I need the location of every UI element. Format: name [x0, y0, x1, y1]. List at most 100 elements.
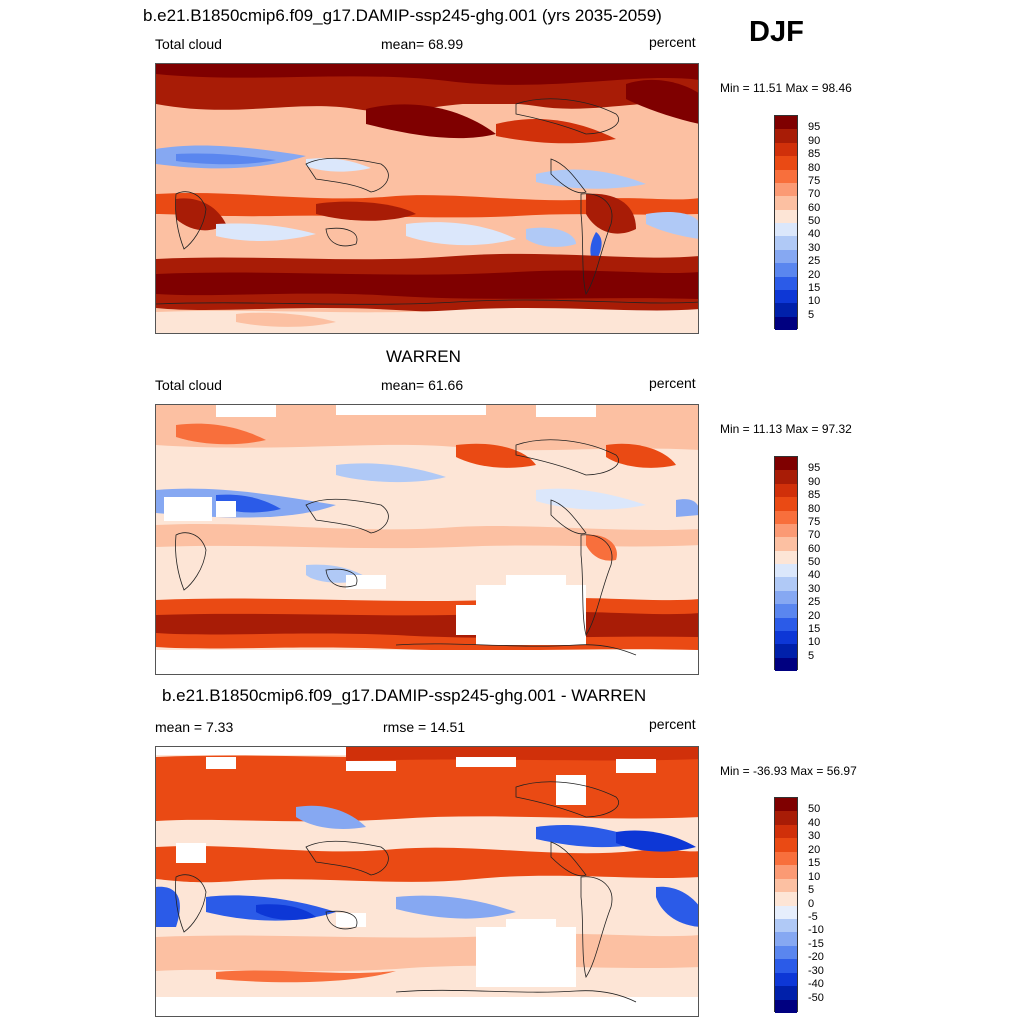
- panel2-colorbar: [774, 456, 798, 671]
- colorbar-tick-label: 40: [808, 569, 821, 582]
- colorbar-swatch: [775, 169, 797, 183]
- colorbar-swatch: [775, 851, 797, 866]
- colorbar-swatch: [775, 249, 797, 264]
- colorbar-tick-label: 50: [808, 556, 821, 568]
- colorbar-swatch: [775, 550, 797, 564]
- colorbar-tick-label: 70: [808, 529, 821, 542]
- colorbar-swatch: [775, 838, 797, 852]
- panel3-minmax-label: Min = -36.93 Max = 56.97: [720, 764, 857, 778]
- colorbar-tick-label: 5: [808, 884, 815, 897]
- colorbar-swatch: [775, 510, 797, 524]
- season-label: DJF: [749, 16, 804, 48]
- colorbar-swatch: [775, 303, 797, 317]
- panel3-colorbar: [774, 797, 798, 1013]
- colorbar-tick-label: 95: [808, 121, 821, 134]
- colorbar-tick-label: 15: [808, 622, 821, 635]
- colorbar-swatch: [775, 590, 797, 605]
- colorbar-swatch: [775, 905, 797, 919]
- panel1-variable-label: Total cloud: [155, 36, 222, 52]
- colorbar-swatch: [775, 824, 797, 839]
- colorbar-swatch: [775, 263, 797, 277]
- colorbar-swatch: [775, 986, 797, 1000]
- colorbar-swatch: [775, 811, 797, 825]
- panel3-units-label: percent: [649, 716, 696, 732]
- colorbar-tick-label: 20: [808, 843, 821, 856]
- panel2-title: WARREN: [386, 347, 461, 366]
- colorbar-swatch: [775, 129, 797, 143]
- panel1-units-label: percent: [649, 34, 696, 50]
- colorbar-tick-label: 60: [808, 542, 821, 555]
- colorbar-tick-label: 5: [808, 649, 815, 662]
- panel2-mean-label: mean= 61.66: [381, 377, 464, 393]
- panel2-units-label: percent: [649, 375, 696, 391]
- colorbar-tick-label: 15: [808, 281, 821, 294]
- colorbar-swatch: [775, 918, 797, 933]
- colorbar-swatch: [775, 209, 797, 223]
- colorbar-swatch: [775, 142, 797, 157]
- panel2-map: [155, 404, 699, 675]
- panel2-minmax-label: Min = 11.13 Max = 97.32: [720, 422, 852, 436]
- colorbar-tick-label: 0: [808, 897, 815, 910]
- colorbar-swatch: [775, 932, 797, 946]
- panel3-mean-label: mean = 7.33: [155, 719, 234, 735]
- colorbar-tick-label: 90: [808, 475, 821, 488]
- colorbar-swatch: [775, 523, 797, 538]
- colorbar-swatch: [775, 196, 797, 210]
- colorbar-tick-label: 30: [808, 241, 821, 254]
- colorbar-tick-label: -5: [808, 910, 818, 923]
- colorbar-tick-label: 10: [808, 636, 821, 649]
- colorbar-swatch: [775, 223, 797, 237]
- panel3-rmse-label: rmse = 14.51: [383, 719, 466, 735]
- colorbar-swatch: [775, 276, 797, 290]
- colorbar-swatch: [775, 289, 797, 304]
- colorbar-tick-label: 30: [808, 830, 821, 843]
- colorbar-tick-label: 95: [808, 462, 821, 475]
- colorbar-swatch: [775, 564, 797, 578]
- colorbar-tick-label: 25: [808, 596, 821, 609]
- colorbar-tick-label: 10: [808, 870, 821, 883]
- colorbar-tick-label: 75: [808, 174, 821, 187]
- panel1-title: b.e21.B1850cmip6.f09_g17.DAMIP-ssp245-gh…: [143, 6, 662, 25]
- colorbar-swatch: [775, 865, 797, 879]
- colorbar-swatch: [775, 617, 797, 631]
- colorbar-tick-label: 20: [808, 268, 821, 281]
- colorbar-swatch: [775, 116, 797, 130]
- colorbar-swatch: [775, 316, 797, 330]
- colorbar-tick-label: 50: [808, 803, 821, 816]
- colorbar-tick-label: 85: [808, 148, 821, 161]
- colorbar-tick-label: -30: [808, 964, 824, 977]
- colorbar-tick-label: 25: [808, 255, 821, 268]
- colorbar-tick-label: 70: [808, 188, 821, 201]
- colorbar-tick-label: 80: [808, 502, 821, 515]
- colorbar-tick-label: -15: [808, 937, 824, 950]
- colorbar-tick-label: 75: [808, 515, 821, 528]
- colorbar-swatch: [775, 959, 797, 973]
- colorbar-tick-label: -10: [808, 924, 824, 937]
- colorbar-tick-label: 5: [808, 308, 815, 321]
- colorbar-swatch: [775, 892, 797, 906]
- colorbar-swatch: [775, 470, 797, 484]
- panel3-title: b.e21.B1850cmip6.f09_g17.DAMIP-ssp245-gh…: [162, 686, 647, 705]
- colorbar-swatch: [775, 798, 797, 812]
- colorbar-swatch: [775, 182, 797, 197]
- colorbar-swatch: [775, 483, 797, 498]
- colorbar-tick-label: 20: [808, 609, 821, 622]
- colorbar-swatch: [775, 630, 797, 645]
- colorbar-tick-label: 30: [808, 582, 821, 595]
- colorbar-tick-label: 60: [808, 201, 821, 214]
- colorbar-swatch: [775, 457, 797, 471]
- colorbar-tick-label: 90: [808, 134, 821, 147]
- colorbar-swatch: [775, 972, 797, 987]
- colorbar-swatch: [775, 156, 797, 170]
- colorbar-tick-label: 80: [808, 161, 821, 174]
- colorbar-tick-label: 40: [808, 816, 821, 829]
- colorbar-swatch: [775, 657, 797, 671]
- colorbar-swatch: [775, 878, 797, 893]
- panel1-colorbar: [774, 115, 798, 330]
- colorbar-swatch: [775, 999, 797, 1013]
- colorbar-tick-label: -20: [808, 951, 824, 964]
- colorbar-tick-label: 10: [808, 295, 821, 308]
- colorbar-tick-label: -50: [808, 991, 824, 1004]
- colorbar-swatch: [775, 945, 797, 960]
- panel1-mean-label: mean= 68.99: [381, 36, 464, 52]
